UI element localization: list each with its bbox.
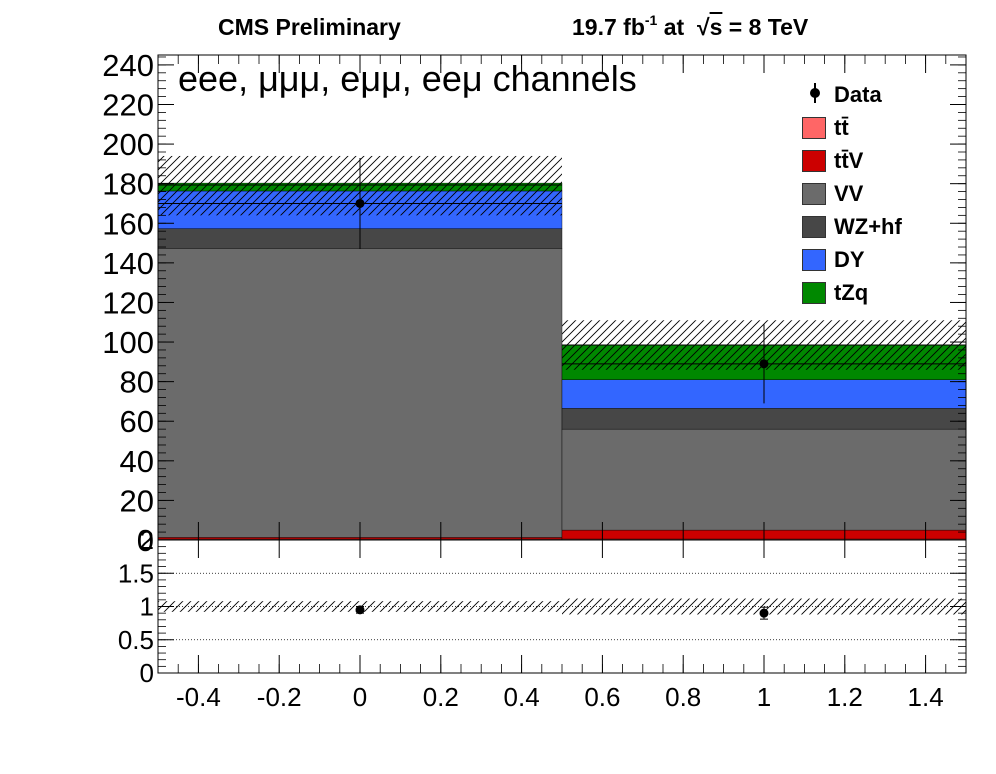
dy-swatch [802, 249, 826, 271]
lumi-value: 19.7 fb [572, 14, 645, 40]
sqrt-s: s [709, 14, 723, 40]
legend-label-tzq: tZq [834, 280, 869, 305]
legend-label-vv: VV [834, 181, 864, 206]
y-tick-label: 160 [102, 206, 154, 241]
ttv-swatch [802, 150, 826, 172]
vv-swatch [802, 183, 826, 205]
data-point [759, 359, 769, 369]
x-tick-label: -0.4 [176, 682, 221, 712]
legend-entry-vv: VV [800, 177, 950, 210]
x-tick-label: 1.4 [908, 682, 944, 712]
y-tick-label: 120 [102, 285, 154, 320]
ratio-y-tick-label: 2 [140, 525, 154, 555]
ratio-y-tick-label: 1.5 [118, 558, 154, 588]
x-tick-label: 1.2 [827, 682, 863, 712]
ratio-y-tick-label: 1 [140, 592, 154, 622]
x-tick-label: 0.6 [584, 682, 620, 712]
legend-entry-ttbar: tt̄ [800, 111, 950, 144]
ratio-panel: 21.510.50-0.4 -0.2 0 0.2 0.4 0.6 0.8 1 1.2 1.4 [118, 525, 967, 712]
bar-wzhf-bin1 [561, 408, 967, 430]
bar-vv-bin0 [157, 248, 563, 538]
data-point [355, 198, 365, 208]
y-tick-label: 220 [102, 87, 154, 122]
legend-label-ttbar: tt̄ [834, 115, 849, 140]
x-tick-label: -0.2 [257, 682, 302, 712]
legend-label-data: Data [834, 82, 882, 107]
y-tick-label: 80 [120, 365, 154, 400]
y-tick-label: 20 [120, 483, 154, 518]
y-tick-label: 100 [102, 325, 154, 360]
sqrt-symbol: √ [696, 14, 710, 40]
y-tick-label: 140 [102, 246, 154, 281]
data-marker-icon [810, 88, 820, 98]
legend-entry-dy: DY [800, 243, 950, 276]
channel-label: eee, μμμ, eμμ, eeμ channels [178, 58, 637, 99]
lumi-at: at [657, 14, 697, 40]
legend-label-wzhf: WZ+hf [834, 214, 902, 239]
legend: Data tt̄ tt̄V VV WZ+hf DY tZq [800, 78, 950, 309]
ttbar-swatch [802, 117, 826, 139]
legend-entry-tzq: tZq [800, 276, 950, 309]
legend-label-ttv: tt̄V [834, 148, 864, 173]
ratio-point [759, 608, 769, 618]
experiment-label: CMS Preliminary [218, 14, 401, 40]
x-tick-label: 0 [353, 682, 367, 712]
ratio-point [355, 605, 365, 615]
legend-entry-wzhf: WZ+hf [800, 210, 950, 243]
legend-label-dy: DY [834, 247, 865, 272]
tzq-swatch [802, 282, 826, 304]
energy-label: = 8 TeV [722, 14, 809, 40]
y-tick-label: 40 [120, 444, 154, 479]
lumi-superscript: -1 [644, 12, 658, 28]
y-tick-label: 240 [102, 48, 154, 83]
x-tick-label: 0.8 [665, 682, 701, 712]
luminosity-label: 19.7 fb-1 at √s = 8 TeV [572, 12, 809, 41]
y-tick-label: 60 [120, 404, 154, 439]
y-tick-label: 0 [137, 523, 154, 558]
bar-vv-bin1 [561, 428, 967, 531]
ratio-y-tick-label: 0 [140, 658, 154, 688]
legend-entry-data: Data [800, 78, 950, 111]
ratio-y-tick-label: 0.5 [118, 625, 154, 655]
x-tick-label: 0.2 [423, 682, 459, 712]
wzhf-swatch [802, 216, 826, 238]
legend-entry-ttv: tt̄V [800, 144, 950, 177]
x-tick-label: 1 [757, 682, 771, 712]
y-tick-label: 200 [102, 127, 154, 162]
y-tick-label: 180 [102, 167, 154, 202]
x-tick-label: 0.4 [504, 682, 540, 712]
